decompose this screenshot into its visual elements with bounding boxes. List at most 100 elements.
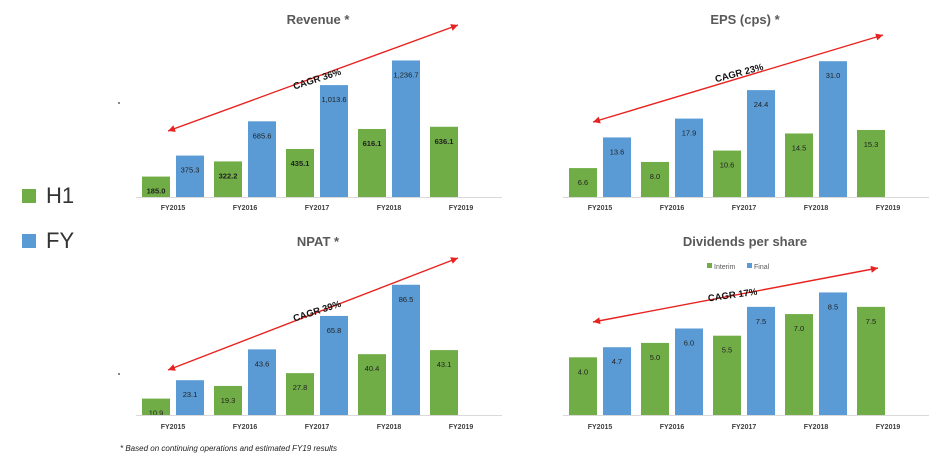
data-label: 636.1: [435, 137, 454, 146]
x-tick-label: FY2015: [161, 205, 186, 212]
eps-chart: EPS (cps) * 6.6 13.6 FY2015 8.0 17.9 FY2016 10.…: [563, 12, 929, 212]
decorative-dot: [118, 373, 120, 375]
data-label: 8.0: [650, 172, 660, 181]
bar-h1: [286, 148, 314, 197]
legend-label-h1: H1: [46, 183, 75, 208]
bar-h1: [641, 342, 669, 415]
cagr-arrow-line: [167, 257, 459, 371]
bar-h1: [569, 357, 597, 415]
data-label: 8.5: [828, 302, 838, 311]
data-label: 616.1: [363, 139, 382, 148]
arrow-head: [593, 317, 601, 325]
data-label: 40.4: [365, 364, 380, 373]
bar-h1: [430, 126, 458, 197]
data-label: 685.6: [253, 131, 272, 140]
x-tick-label: FY2017: [305, 205, 330, 212]
data-label: 4.0: [578, 367, 588, 376]
mini-legend-label: Final: [754, 264, 770, 271]
cagr-arrow-line: [592, 267, 879, 323]
bar-h1: [214, 385, 242, 415]
data-label: 43.1: [437, 360, 452, 369]
data-label: 27.8: [293, 383, 308, 392]
x-tick-label: FY2015: [588, 424, 613, 431]
chart-title: EPS (cps) *: [710, 12, 780, 27]
mini-legend-swatch: [747, 263, 752, 268]
bar-fy: [675, 118, 703, 197]
bar-h1: [214, 161, 242, 197]
decorative-dot: [118, 102, 120, 104]
chart-title: Dividends per share: [683, 234, 807, 249]
bar-h1: [142, 176, 170, 197]
chart-title: NPAT *: [297, 234, 340, 249]
bar-h1: [857, 129, 885, 197]
x-tick-label: FY2017: [732, 424, 757, 431]
cagr-annotation: CAGR 23%: [714, 62, 765, 86]
bar-h1: [142, 398, 170, 415]
x-tick-label: FY2017: [305, 424, 330, 431]
bar-h1: [641, 161, 669, 197]
data-label: 7.0: [794, 324, 804, 333]
data-label: 15.3: [864, 140, 879, 149]
data-label: 23.1: [183, 390, 198, 399]
x-tick-label: FY2018: [377, 424, 402, 431]
data-label: 65.8: [327, 326, 342, 335]
bar-fy: [675, 328, 703, 415]
arrow-head: [593, 116, 601, 124]
revenue-chart: Revenue * 185.0 375.3 FY2015 322.2 685.6 FY201…: [136, 12, 502, 212]
x-tick-label: FY2017: [732, 205, 757, 212]
bar-fy: [248, 349, 276, 415]
legend-swatch-fy: [22, 234, 36, 248]
bar-fy: [819, 292, 847, 415]
legend-item-h1: H1: [22, 183, 74, 209]
data-label: 185.0: [147, 187, 166, 196]
x-tick-label: FY2016: [233, 424, 258, 431]
x-tick-label: FY2018: [804, 424, 829, 431]
x-tick-label: FY2016: [660, 424, 685, 431]
x-tick-label: FY2018: [804, 205, 829, 212]
data-label: 86.5: [399, 295, 414, 304]
bar-fy: [603, 137, 631, 197]
x-tick-label: FY2015: [161, 424, 186, 431]
data-label: 5.5: [722, 346, 732, 355]
data-label: 14.5: [792, 143, 807, 152]
data-label: 322.2: [219, 171, 238, 180]
arrow-head: [450, 24, 458, 31]
data-label: 7.5: [756, 317, 766, 326]
arrow-head: [168, 364, 176, 371]
data-label: 7.5: [866, 317, 876, 326]
mini-legend-label: Interim: [714, 264, 736, 271]
data-label: 13.6: [610, 147, 625, 156]
data-label: 24.4: [754, 100, 769, 109]
data-label: 1,236.7: [393, 70, 418, 79]
dividends-chart: Dividends per share Interim Final 4.0 4.7 FY2…: [563, 234, 929, 431]
bar-fy: [176, 155, 204, 197]
x-tick-label: FY2016: [233, 205, 258, 212]
bar-h1: [713, 335, 741, 415]
bar-h1: [358, 354, 386, 415]
data-label: 43.6: [255, 359, 270, 368]
data-label: 6.0: [684, 338, 694, 347]
footnote: * Based on continuing operations and est…: [120, 444, 338, 453]
legend-item-fy: FY: [22, 228, 74, 254]
chart-title: Revenue *: [287, 12, 351, 27]
cagr-arrow-line: [167, 24, 459, 132]
arrow-head: [870, 265, 878, 273]
cagr-arrow-line: [592, 34, 884, 123]
x-tick-label: FY2015: [588, 205, 613, 212]
x-tick-label: FY2019: [876, 205, 901, 212]
data-label: 6.6: [578, 178, 588, 187]
bar-fy: [176, 380, 204, 415]
bar-fy: [392, 60, 420, 197]
data-label: 1,013.6: [321, 95, 346, 104]
bar-fy: [248, 121, 276, 197]
x-tick-label: FY2019: [449, 205, 474, 212]
data-label: 5.0: [650, 353, 660, 362]
mini-legend-swatch: [707, 263, 712, 268]
bar-h1: [713, 150, 741, 197]
x-tick-label: FY2019: [876, 424, 901, 431]
bar-fy: [819, 61, 847, 197]
bar-fy: [603, 347, 631, 415]
npat-chart: NPAT * 10.9 23.1 FY2015 19.3 43.6 FY2016 27.8 65…: [136, 234, 502, 431]
data-label: 31.0: [826, 71, 841, 80]
x-tick-label: FY2018: [377, 205, 402, 212]
